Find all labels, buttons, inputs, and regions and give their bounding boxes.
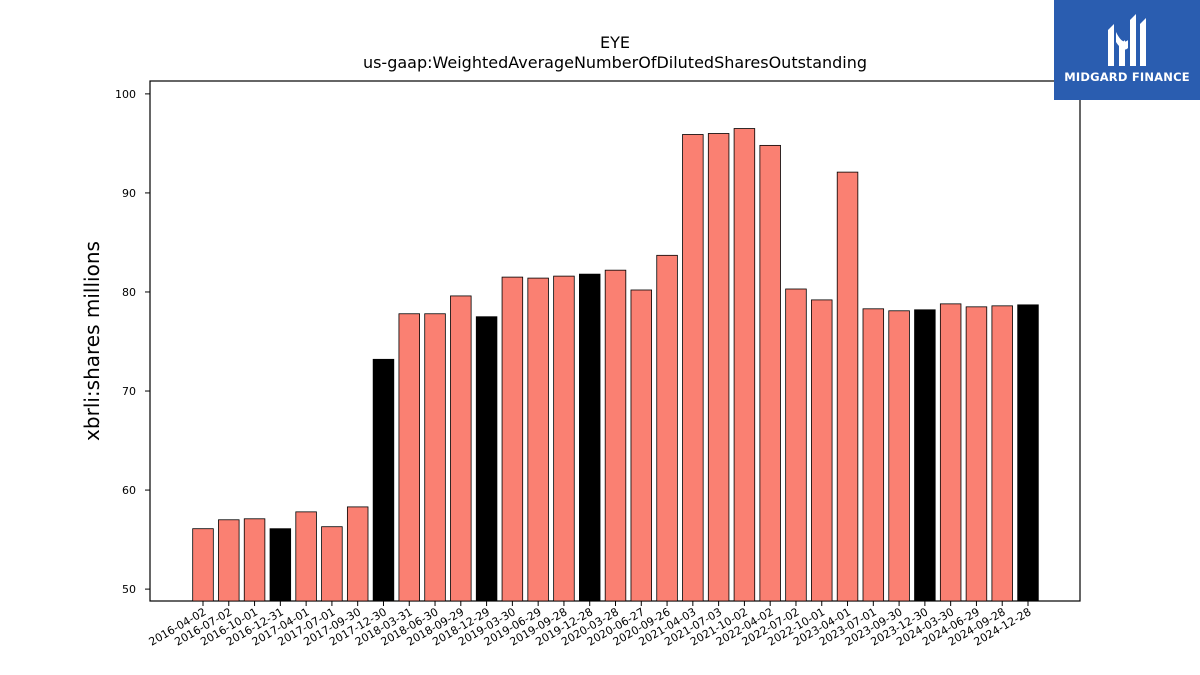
bar-2019-12-28 [579,273,601,602]
bars-group [192,128,1039,602]
y-tick-label-70: 70 [122,385,136,398]
x-axis: 2016-04-022016-07-022016-10-012016-12-31… [147,601,1034,649]
y-tick-label-100: 100 [115,88,136,101]
bar-2016-04-02 [192,528,214,602]
bar-2022-10-01 [811,299,833,602]
y-tick-label-60: 60 [122,484,136,497]
bar-2022-04-02 [759,144,781,602]
bar-2018-12-29 [475,316,498,602]
y-tick-label-80: 80 [122,286,136,299]
y-tick-label-90: 90 [122,187,136,200]
bar-2024-06-29 [965,306,988,602]
bar-2023-09-30 [888,310,910,602]
bar-2018-09-29 [450,295,472,602]
bar-2017-12-30 [372,358,395,602]
y-axis: 50 60 70 80 90 100 [115,88,150,596]
chart-subtitle: us-gaap:WeightedAverageNumberOfDilutedSh… [363,53,867,72]
y-tick-label-50: 50 [122,583,136,596]
bar-2023-07-01 [862,308,885,602]
y-axis-label: xbrli:shares millions [80,241,104,441]
chart-title: EYE [600,33,630,52]
bar-2017-09-30 [346,506,369,602]
bar-2021-10-02 [733,128,756,602]
bar-2024-03-30 [939,303,962,602]
bar-2023-04-01 [836,171,859,602]
bar-2016-12-31 [269,528,292,602]
bar-2024-09-28 [991,305,1013,602]
bar-2018-06-30 [424,313,446,602]
bar-2021-07-03 [707,133,730,602]
bar-2020-06-27 [630,289,652,602]
bar-2017-04-01 [295,511,317,602]
bar-2019-06-29 [527,277,549,602]
bar-2019-03-30 [501,276,524,602]
bar-2021-04-03 [682,134,704,602]
bar-2016-10-01 [243,518,266,602]
bar-2016-07-02 [218,519,240,602]
midgard-logo-icon [1108,14,1146,66]
bar-2023-12-30 [914,309,936,602]
bar-2018-03-31 [398,313,420,602]
logo-brand-text: MIDGARD FINANCE [1064,70,1190,84]
bar-2020-03-28 [604,269,627,602]
bar-2020-09-26 [656,254,678,602]
bar-2024-12-28 [1017,304,1039,602]
midgard-finance-logo: MIDGARD FINANCE [1054,0,1200,100]
bar-2022-07-02 [785,288,807,602]
bar-2017-07-01 [321,526,343,602]
bar-2019-09-28 [553,275,575,602]
